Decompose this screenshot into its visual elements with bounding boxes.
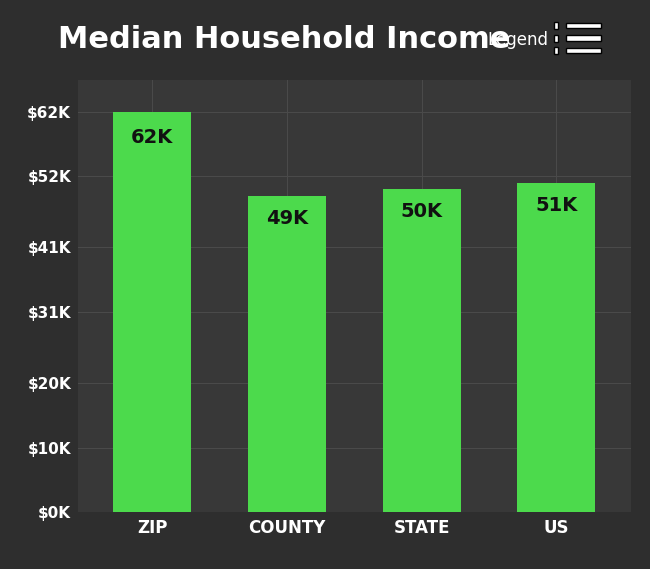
Text: 51K: 51K — [535, 196, 577, 215]
Text: Legend: Legend — [488, 31, 549, 49]
Bar — [517, 183, 595, 512]
Bar — [113, 112, 191, 512]
Bar — [248, 196, 326, 512]
Text: 49K: 49K — [266, 209, 308, 228]
Text: Median Household Income: Median Household Income — [58, 26, 511, 54]
Bar — [383, 189, 461, 512]
Text: 62K: 62K — [131, 128, 174, 147]
Text: 50K: 50K — [400, 203, 443, 221]
